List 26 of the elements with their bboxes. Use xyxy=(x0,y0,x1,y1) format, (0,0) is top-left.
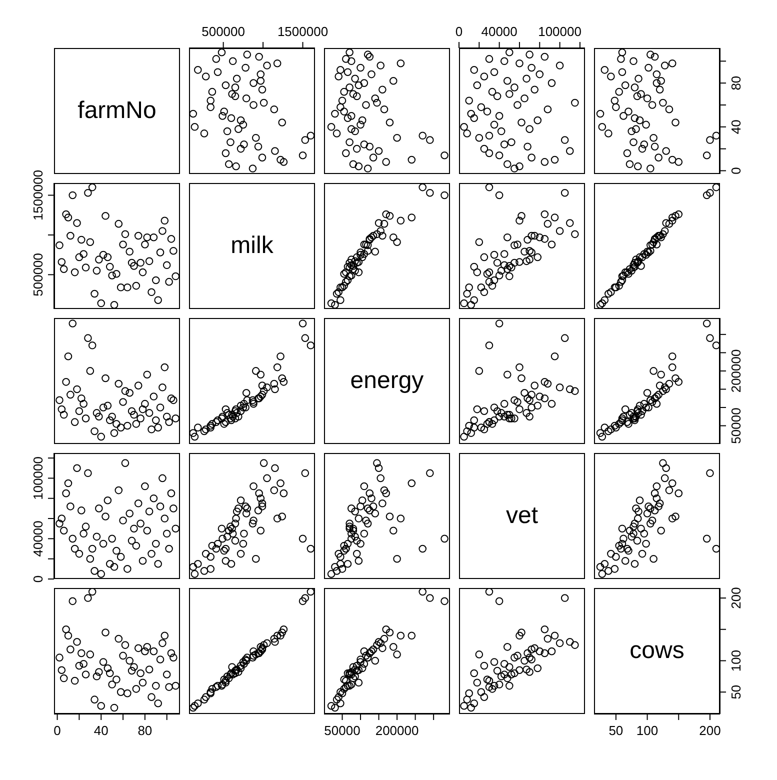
x-tick-label: 100 xyxy=(636,723,658,738)
y-tick-label: 80 xyxy=(728,76,744,90)
y-tick-label: 50 xyxy=(728,684,744,700)
x-tick-label: 40 xyxy=(94,723,108,738)
y-tick-label: 200 xyxy=(728,587,744,609)
x-tick-label: 200 xyxy=(699,723,721,738)
x-tick-label: 80 xyxy=(138,723,152,738)
y-tick-label: 50000 xyxy=(728,408,744,444)
x-tick-label: 50000 xyxy=(324,723,360,738)
x-tick-label: 0 xyxy=(455,24,463,39)
y-tick-label: 100 xyxy=(728,650,744,672)
x-tick-label: 40000 xyxy=(481,24,518,39)
y-tick-label: 200000 xyxy=(728,349,744,393)
y-tick-label: 100000 xyxy=(30,456,46,500)
x-tick-label: 0 xyxy=(54,723,61,738)
x-tick-label: 100000 xyxy=(538,24,582,39)
x-tick-label: 50 xyxy=(608,723,624,738)
y-tick-label: 0 xyxy=(30,575,46,583)
y-tick-label: 1500000 xyxy=(30,170,46,221)
x-tick-label: 200000 xyxy=(375,723,419,738)
y-tick-label: 40 xyxy=(728,120,744,134)
y-tick-label: 0 xyxy=(728,167,744,174)
x-tick-label: 1500000 xyxy=(277,24,328,39)
x-tick-label: 500000 xyxy=(202,24,246,39)
y-tick-label: 500000 xyxy=(30,252,46,296)
y-tick-label: 40000 xyxy=(30,520,46,557)
